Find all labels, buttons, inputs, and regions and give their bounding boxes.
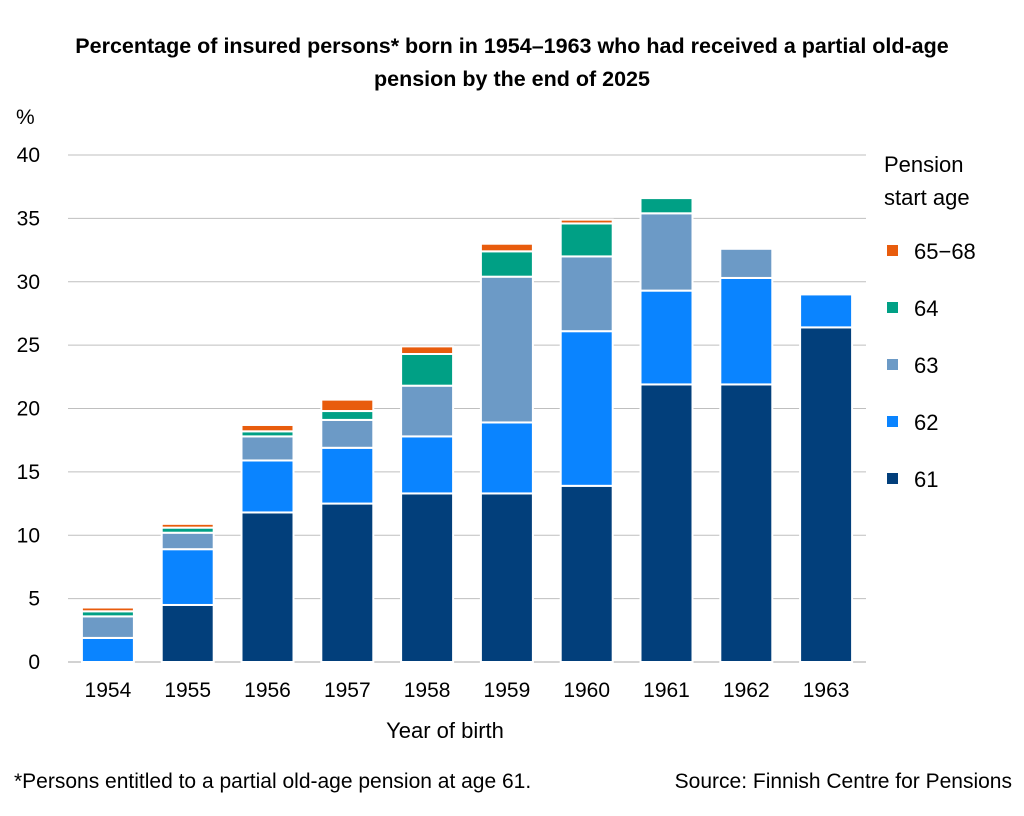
bar-segment-1956-age-6568 bbox=[240, 423, 295, 433]
bar-segment-1956-age-62 bbox=[240, 459, 295, 514]
bar-segment-1962-age-61 bbox=[719, 383, 774, 663]
bar-segment-1958-age-63 bbox=[400, 384, 455, 438]
bar-segment-1957-age-62 bbox=[320, 446, 375, 505]
x-tick-label: 1961 bbox=[643, 679, 690, 702]
bar-segment-1960-age-64 bbox=[559, 222, 614, 258]
y-tick-label: 10 bbox=[17, 524, 40, 547]
x-tick-label: 1963 bbox=[803, 679, 850, 702]
chart-title: Percentage of insured persons* born in 1… bbox=[0, 30, 1024, 96]
legend-swatch bbox=[887, 245, 898, 256]
bar-segment-1957-age-64 bbox=[320, 410, 375, 421]
bar-segment-1957-age-6568 bbox=[320, 398, 375, 413]
y-tick-label: 40 bbox=[17, 144, 40, 167]
bar-segment-1959-age-61 bbox=[479, 492, 534, 663]
x-axis-ticks: 1954 1955 1956 1957 1958 1959 1960 1961 1962 1963 bbox=[85, 679, 850, 702]
y-tick-label: 30 bbox=[17, 271, 40, 294]
x-tick-label: 1959 bbox=[484, 679, 531, 702]
y-axis-label: % bbox=[16, 106, 35, 129]
bar-segment-1958-age-61 bbox=[400, 492, 455, 663]
bar-segment-1963-age-62 bbox=[799, 293, 854, 329]
x-axis-label: Year of birth bbox=[386, 718, 504, 743]
x-tick-label: 1954 bbox=[85, 679, 132, 702]
bar-segment-1959-age-62 bbox=[479, 421, 534, 495]
bar-segment-1962-age-63 bbox=[719, 247, 774, 279]
chart-title-line2: pension by the end of 2025 bbox=[374, 67, 650, 91]
bar-segment-1954-age-62 bbox=[80, 636, 135, 663]
legend-swatch bbox=[887, 302, 898, 313]
legend-label: 64 bbox=[914, 296, 938, 321]
bar-segment-1957-age-63 bbox=[320, 418, 375, 449]
legend-label: 63 bbox=[914, 353, 938, 378]
legend-swatch bbox=[887, 416, 898, 427]
bar-segment-1961-age-64 bbox=[639, 197, 694, 215]
bar-segment-1955-age-63 bbox=[160, 531, 215, 551]
bar-segment-1955-age-6568 bbox=[160, 522, 215, 529]
y-tick-label: 35 bbox=[17, 207, 40, 230]
legend-label: 61 bbox=[914, 467, 938, 492]
legend-label: 62 bbox=[914, 410, 938, 435]
source-note: Source: Finnish Centre for Pensions bbox=[674, 770, 1012, 793]
x-tick-label: 1955 bbox=[164, 679, 211, 702]
bars bbox=[80, 197, 854, 664]
y-axis-ticks: 0 5 10 15 20 25 30 35 40 bbox=[17, 144, 40, 674]
legend-swatch bbox=[887, 359, 898, 370]
bar-segment-1955-age-62 bbox=[160, 548, 215, 606]
bar-segment-1960-age-6568 bbox=[559, 218, 614, 225]
bar-segment-1957-age-61 bbox=[320, 502, 375, 663]
y-tick-label: 25 bbox=[17, 334, 40, 357]
legend-label: 65−68 bbox=[914, 239, 976, 264]
y-tick-label: 20 bbox=[17, 398, 40, 421]
x-tick-label: 1958 bbox=[404, 679, 451, 702]
bar-segment-1960-age-62 bbox=[559, 330, 614, 487]
legend-swatch bbox=[887, 473, 898, 484]
bar-segment-1958-age-64 bbox=[400, 352, 455, 387]
bar-segment-1958-age-6568 bbox=[400, 345, 455, 355]
bar-segment-1958-age-62 bbox=[400, 435, 455, 495]
legend-title-line2: start age bbox=[884, 185, 970, 210]
bar-segment-1954-age-6568 bbox=[80, 606, 135, 613]
y-tick-label: 0 bbox=[28, 651, 40, 674]
y-tick-label: 5 bbox=[28, 588, 40, 611]
footnote: *Persons entitled to a partial old-age p… bbox=[14, 770, 532, 793]
bar-segment-1961-age-61 bbox=[639, 383, 694, 663]
chart-title-line1: Percentage of insured persons* born in 1… bbox=[75, 34, 949, 58]
bar-segment-1955-age-61 bbox=[160, 603, 215, 664]
bar-segment-1960-age-63 bbox=[559, 255, 614, 333]
x-tick-label: 1962 bbox=[723, 679, 770, 702]
bar-segment-1956-age-61 bbox=[240, 511, 295, 663]
x-tick-label: 1956 bbox=[244, 679, 291, 702]
bar-segment-1961-age-63 bbox=[639, 212, 694, 292]
legend-title-line1: Pension bbox=[884, 152, 964, 177]
y-tick-label: 15 bbox=[17, 461, 40, 484]
x-tick-label: 1960 bbox=[563, 679, 610, 702]
bar-segment-1962-age-62 bbox=[719, 276, 774, 386]
bar-segment-1959-age-64 bbox=[479, 250, 534, 278]
bar-segment-1956-age-63 bbox=[240, 435, 295, 462]
bar-segment-1959-age-63 bbox=[479, 275, 534, 424]
bar-segment-1954-age-63 bbox=[80, 615, 135, 639]
bar-segment-1959-age-6568 bbox=[479, 242, 534, 253]
legend: Pension start age 65−68 64 63 62 61 bbox=[884, 152, 976, 492]
x-tick-label: 1957 bbox=[324, 679, 371, 702]
bar-segment-1963-age-61 bbox=[799, 326, 854, 663]
bar-segment-1961-age-62 bbox=[639, 289, 694, 386]
bar-segment-1960-age-61 bbox=[559, 484, 614, 663]
